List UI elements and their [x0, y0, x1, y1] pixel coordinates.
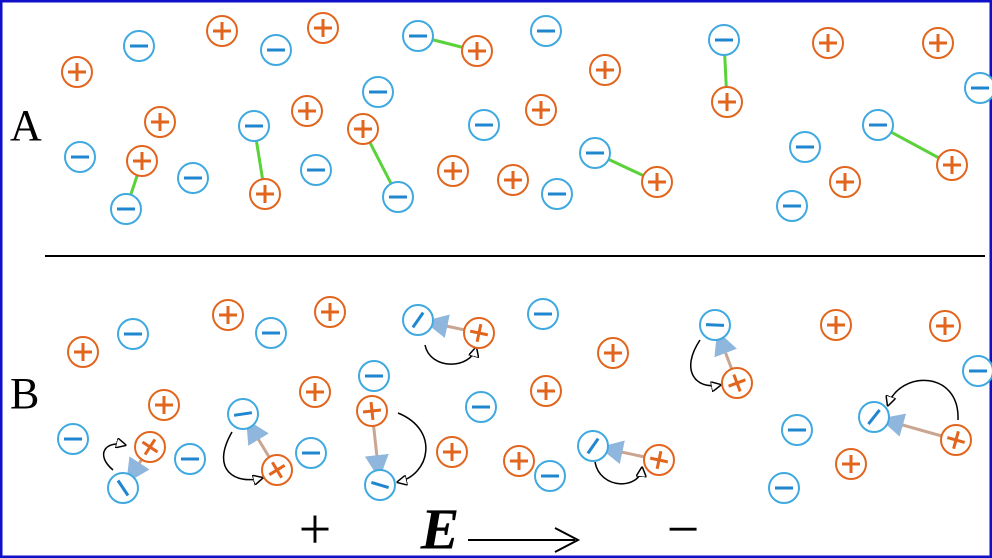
field-symbol: E — [420, 496, 460, 558]
ions — [57, 12, 992, 504]
rotation-arrow — [690, 339, 720, 386]
rotation-arrow — [888, 379, 959, 421]
panel-label: B — [10, 369, 39, 418]
anion-sign — [233, 411, 253, 417]
cation-sign — [141, 440, 159, 454]
field-plus: + — [299, 496, 332, 558]
rotation-arrow — [594, 461, 642, 485]
rotation-arrow — [222, 431, 262, 480]
cation-sign — [728, 378, 746, 388]
cation-sign — [362, 408, 382, 414]
anion-sign — [705, 323, 725, 327]
rotation-arrow — [102, 444, 125, 471]
field-arrowhead — [554, 527, 581, 553]
cation-sign — [952, 430, 960, 450]
anion-sign — [411, 311, 425, 329]
anion-sign — [116, 479, 130, 497]
anion-sign — [867, 409, 881, 425]
anion-sign — [586, 437, 600, 455]
cation-sign — [475, 323, 483, 343]
field-minus: − — [667, 496, 700, 558]
cation-sign — [655, 450, 663, 470]
panel-label: A — [10, 101, 42, 150]
rotation-arrow — [398, 412, 427, 482]
rotation-arrow — [424, 344, 476, 365]
cation-sign — [268, 464, 286, 476]
anion-sign — [370, 480, 390, 490]
